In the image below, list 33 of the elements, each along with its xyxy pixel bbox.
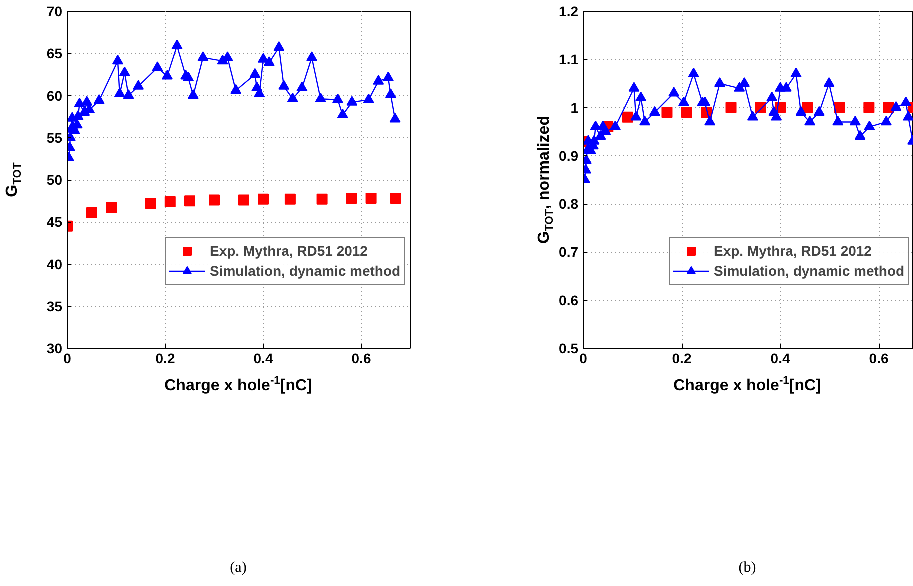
- y-tick-label: 0.5: [559, 340, 579, 356]
- y-tick-label: 35: [46, 298, 63, 314]
- y-tick-label: 0.6: [559, 292, 579, 308]
- text: (a): [229, 559, 248, 578]
- y-tick-label: 55: [46, 130, 63, 146]
- y-tick-label: 1.2: [559, 4, 579, 20]
- x-axis-title: Charge x hole$^{-1}$[nC]: [164, 374, 314, 396]
- x-tick-label: 0.2: [156, 350, 176, 366]
- y-tick-label: 0.8: [559, 196, 579, 212]
- legend-label: Simulation, dynamic method: [714, 263, 905, 279]
- y-tick-label: 50: [46, 172, 63, 188]
- x-tick-label: 0: [580, 350, 588, 366]
- y-tick-label: 45: [46, 214, 63, 230]
- legend-label: Simulation, dynamic method: [210, 263, 401, 279]
- x-tick-label: 0.6: [352, 350, 372, 366]
- y-tick-label: 65: [46, 46, 63, 62]
- x-tick-label: 0.6: [869, 350, 889, 366]
- y-tick-label: 70: [46, 4, 63, 20]
- y-tick-label: 1: [570, 100, 579, 116]
- x-tick-label: 0.4: [254, 350, 274, 366]
- y-tick-label: 0.9: [559, 148, 579, 164]
- text: (b): [738, 559, 758, 578]
- legend-label: Exp. Mythra, RD51 2012: [714, 243, 872, 259]
- x-axis-title: Charge x hole$^{-1}$[nC]: [672, 374, 822, 396]
- y-tick-label: 1.1: [559, 52, 579, 68]
- y-tick-label: 40: [46, 256, 63, 272]
- x-tick-label: 0.2: [672, 350, 692, 366]
- y-tick-label: 0.7: [559, 244, 579, 260]
- x-tick-label: 0.4: [770, 350, 790, 366]
- y-tick-label: 60: [46, 88, 63, 104]
- legend-label: Exp. Mythra, RD51 2012: [210, 243, 368, 259]
- x-tick-label: 0: [64, 350, 72, 366]
- y-tick-label: 30: [46, 340, 63, 356]
